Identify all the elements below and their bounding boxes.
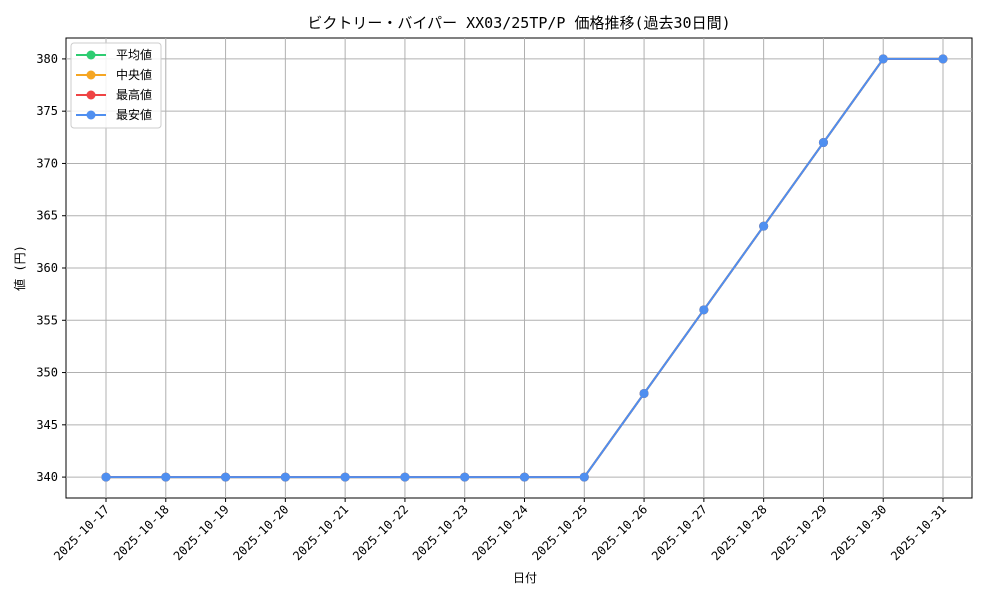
- data-point: [639, 388, 649, 398]
- x-tick-label: 2025-10-24: [470, 502, 531, 563]
- x-axis-label: 日付: [513, 571, 537, 585]
- data-point: [818, 138, 828, 148]
- data-point: [161, 472, 171, 482]
- data-point: [878, 54, 888, 64]
- x-tick-label: 2025-10-30: [828, 502, 889, 563]
- data-point: [520, 472, 529, 482]
- legend-marker: [86, 70, 96, 80]
- data-point: [460, 472, 470, 482]
- x-tick-label: 2025-10-17: [51, 502, 112, 563]
- data-point: [579, 472, 589, 482]
- x-tick-label: 2025-10-18: [111, 502, 172, 563]
- y-tick-label: 360: [36, 261, 58, 275]
- x-tick-label: 2025-10-29: [769, 502, 830, 563]
- y-tick-label: 370: [36, 156, 58, 170]
- x-tick-label: 2025-10-20: [230, 502, 291, 563]
- data-point: [759, 221, 769, 231]
- legend-marker: [86, 50, 96, 60]
- legend-label: 最高値: [116, 87, 152, 102]
- x-tick-label: 2025-10-28: [709, 502, 770, 563]
- x-tick-label: 2025-10-21: [290, 502, 351, 563]
- x-axis: 2025-10-172025-10-182025-10-192025-10-20…: [51, 498, 949, 563]
- data-point: [699, 305, 709, 315]
- data-point: [340, 472, 350, 482]
- data-point: [101, 472, 111, 482]
- y-tick-label: 345: [36, 418, 58, 432]
- x-tick-label: 2025-10-27: [649, 502, 710, 563]
- legend-label: 平均値: [116, 47, 152, 62]
- x-tick-label: 2025-10-31: [888, 502, 949, 563]
- y-tick-label: 355: [36, 313, 58, 327]
- x-tick-label: 2025-10-22: [350, 502, 411, 563]
- x-tick-label: 2025-10-25: [529, 502, 590, 563]
- legend-label: 中央値: [116, 67, 152, 82]
- grid: [66, 38, 972, 498]
- x-tick-label: 2025-10-26: [589, 502, 650, 563]
- x-tick-label: 2025-10-19: [171, 502, 232, 563]
- legend-frame: [70, 42, 162, 129]
- data-point: [221, 472, 231, 482]
- y-axis-label: 値 (円): [12, 245, 27, 291]
- series-layer: [101, 54, 948, 482]
- legend-marker: [86, 90, 96, 100]
- chart-title: ビクトリー・バイパー XX03/25TP/P 価格推移(過去30日間): [307, 14, 730, 32]
- data-point: [280, 472, 290, 482]
- y-tick-label: 380: [36, 52, 58, 66]
- x-tick-label: 2025-10-23: [410, 502, 471, 563]
- y-tick-label: 350: [36, 366, 58, 380]
- y-tick-label: 365: [36, 209, 58, 223]
- data-point: [400, 472, 410, 482]
- y-axis: 340 345 350 355 360 365 370 375 380: [36, 52, 66, 484]
- data-point: [938, 54, 948, 64]
- legend-marker: [86, 110, 96, 120]
- legend-label: 最安値: [116, 107, 152, 122]
- y-tick-label: 340: [36, 470, 58, 484]
- y-tick-label: 375: [36, 104, 58, 118]
